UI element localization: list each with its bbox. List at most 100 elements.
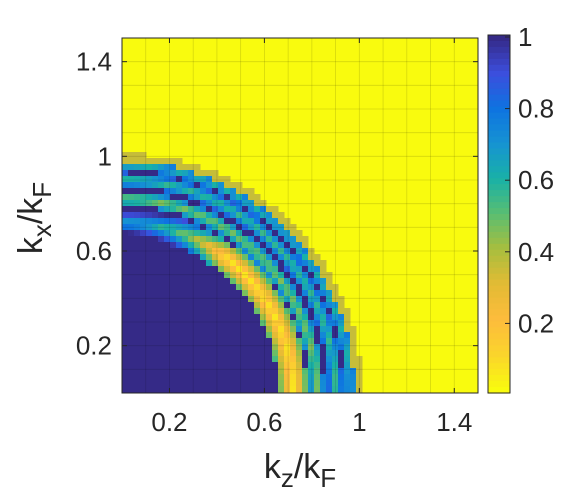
heatmap-cell [296, 344, 303, 351]
heatmap-cell [332, 362, 339, 369]
heatmap-cell [212, 272, 219, 279]
heatmap-cell [146, 308, 153, 315]
heatmap-cell [338, 332, 345, 339]
heatmap-cell [260, 326, 267, 333]
heatmap-cell [314, 272, 321, 279]
heatmap-cell [182, 344, 189, 351]
heatmap-cell [176, 380, 183, 387]
heatmap-cell [122, 368, 129, 375]
heatmap-cell [284, 308, 291, 315]
heatmap-cell [290, 344, 297, 351]
heatmap-cell [194, 296, 201, 303]
heatmap-cell [296, 356, 303, 363]
heatmap-cell [122, 182, 129, 189]
heatmap-cell [338, 326, 345, 333]
heatmap-cell [254, 272, 261, 279]
heatmap-cell [326, 332, 333, 339]
heatmap-cell [302, 320, 309, 327]
heatmap-cell [302, 290, 309, 297]
heatmap-cell [164, 188, 171, 195]
heatmap-cell [134, 212, 141, 219]
heatmap-cell [218, 290, 225, 297]
heatmap-cell [230, 236, 237, 243]
heatmap-cell [272, 224, 279, 231]
heatmap-cell [128, 374, 135, 381]
heatmap-cell [296, 326, 303, 333]
heatmap-cell [170, 266, 177, 273]
heatmap-cell [308, 380, 315, 387]
heatmap-cell [320, 386, 327, 393]
heatmap-cell [170, 308, 177, 315]
heatmap-cell [248, 344, 255, 351]
heatmap-cell [176, 236, 183, 243]
heatmap-cell [302, 374, 309, 381]
heatmap-cell [266, 212, 273, 219]
heatmap-cell [248, 296, 255, 303]
heatmap-cell [182, 374, 189, 381]
colorbar-swatch [488, 231, 510, 239]
heatmap-cell [200, 362, 207, 369]
heatmap-cell [230, 188, 237, 195]
heatmap-cell [128, 386, 135, 393]
heatmap-cell [200, 206, 207, 213]
heatmap-cell [182, 320, 189, 327]
heatmap-cell [230, 356, 237, 363]
heatmap-cell [206, 200, 213, 207]
heatmap-cell [140, 356, 147, 363]
heatmap-cell [260, 290, 267, 297]
heatmap-cell [170, 284, 177, 291]
heatmap-cell [206, 272, 213, 279]
heatmap-cell [248, 200, 255, 207]
heatmap-cell [308, 284, 315, 291]
heatmap-cell [320, 344, 327, 351]
heatmap-cell [206, 218, 213, 225]
colorbar-swatch [488, 112, 510, 120]
heatmap-cell [140, 206, 147, 213]
heatmap-cell [230, 182, 237, 189]
heatmap-cell [278, 332, 285, 339]
heatmap-cell [140, 236, 147, 243]
heatmap-cell [242, 212, 249, 219]
heatmap-cell [152, 212, 159, 219]
heatmap-cell [290, 314, 297, 321]
heatmap-cell [302, 338, 309, 345]
heatmap-cell [176, 350, 183, 357]
heatmap-cell [320, 272, 327, 279]
heatmap-cell [290, 356, 297, 363]
heatmap-cell [224, 368, 231, 375]
heatmap-cell [122, 332, 129, 339]
heatmap-cell [140, 290, 147, 297]
heatmap-cell [212, 206, 219, 213]
heatmap-cell [122, 362, 129, 369]
heatmap-cell [332, 356, 339, 363]
heatmap-cell [194, 302, 201, 309]
heatmap-cell [176, 230, 183, 237]
heatmap-cell [302, 296, 309, 303]
heatmap-cell [146, 200, 153, 207]
heatmap-cell [224, 212, 231, 219]
colorbar-swatch [488, 363, 510, 370]
heatmap-cell [152, 224, 159, 231]
heatmap-cell [164, 290, 171, 297]
heatmap-cell [296, 242, 303, 249]
heatmap-cell [308, 362, 315, 369]
heatmap-cell [278, 338, 285, 345]
heatmap-cell [188, 200, 195, 207]
heatmap-cell [254, 314, 261, 321]
heatmap-cell [122, 338, 129, 345]
heatmap-cell [284, 236, 291, 243]
heatmap-cell [176, 206, 183, 213]
heatmap-cell [134, 176, 141, 183]
heatmap-cell [266, 308, 273, 315]
heatmap-cell [134, 344, 141, 351]
heatmap-cell [152, 242, 159, 249]
heatmap-cell [278, 278, 285, 285]
heatmap-cell [218, 326, 225, 333]
heatmap-cell [278, 266, 285, 273]
heatmap-cell [212, 182, 219, 189]
heatmap-cell [248, 374, 255, 381]
heatmap-cell [122, 290, 129, 297]
heatmap-cell [158, 338, 165, 345]
heatmap-cell [260, 374, 267, 381]
heatmap-cell [272, 248, 279, 255]
